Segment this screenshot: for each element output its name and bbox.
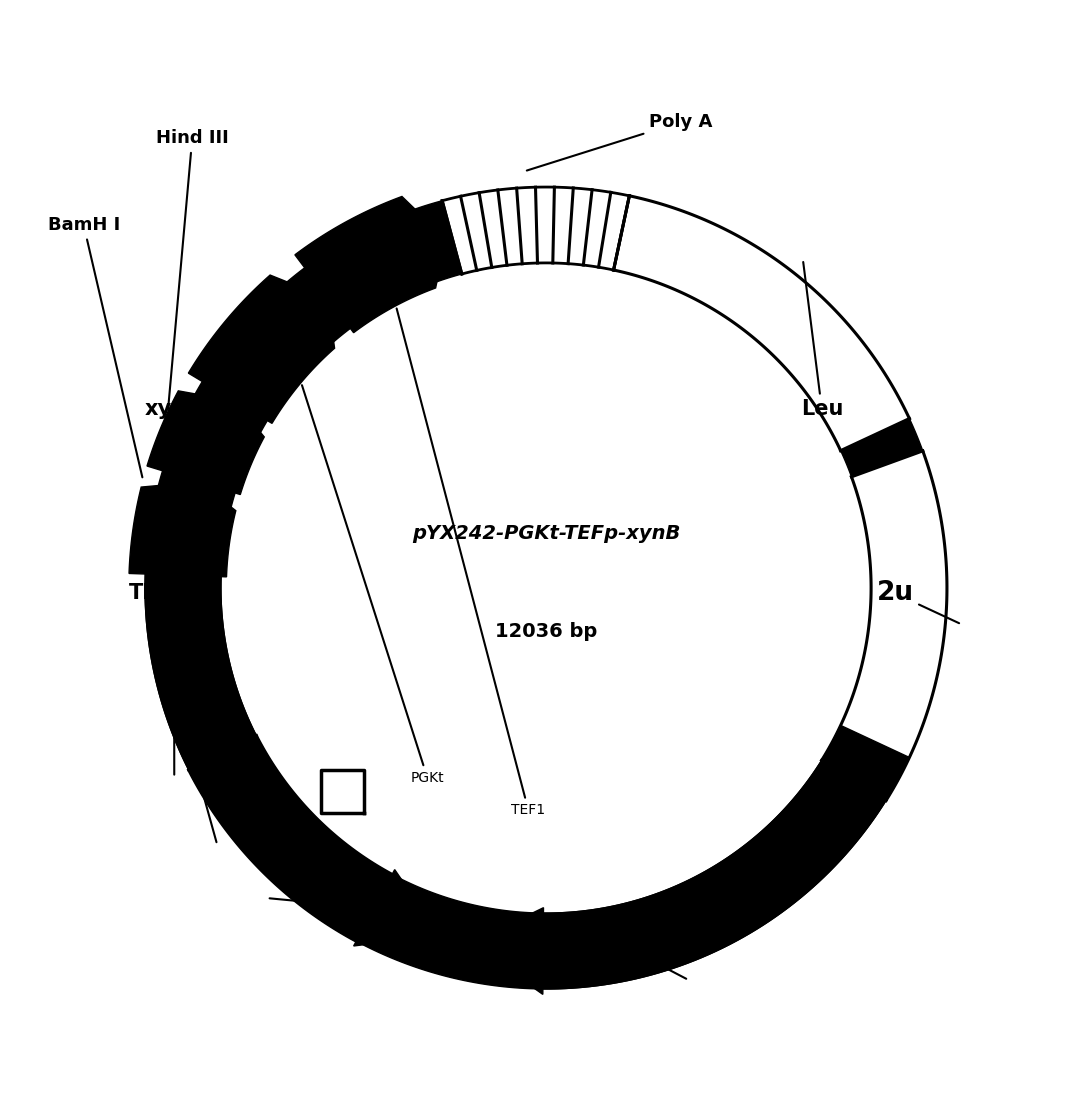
Polygon shape: [189, 735, 393, 942]
Text: Hind III: Hind III: [156, 129, 228, 409]
Text: TEF1: TEF1: [396, 309, 545, 818]
Polygon shape: [295, 197, 446, 332]
Polygon shape: [147, 391, 264, 494]
Polygon shape: [145, 574, 440, 945]
Polygon shape: [145, 187, 947, 989]
Polygon shape: [129, 482, 236, 577]
Text: pYX242-PGKt-TEFp-xynB: pYX242-PGKt-TEFp-xynB: [412, 524, 680, 543]
Text: Amp: Amp: [551, 912, 686, 979]
Polygon shape: [821, 451, 947, 801]
Polygon shape: [189, 276, 334, 423]
Text: 12036 bp: 12036 bp: [495, 622, 597, 641]
Text: xynB: xynB: [145, 399, 203, 774]
Text: TPI: TPI: [129, 583, 216, 842]
Text: PGKt: PGKt: [302, 386, 444, 784]
Polygon shape: [471, 725, 910, 994]
Text: Poly A: Poly A: [526, 113, 712, 170]
Text: Col E1: Col E1: [270, 899, 390, 914]
Text: 2u: 2u: [877, 580, 959, 623]
Polygon shape: [414, 911, 470, 947]
Polygon shape: [442, 187, 629, 274]
Text: Leu: Leu: [800, 262, 843, 419]
Text: BamH I: BamH I: [48, 216, 142, 478]
Polygon shape: [321, 770, 365, 812]
Polygon shape: [614, 196, 910, 451]
